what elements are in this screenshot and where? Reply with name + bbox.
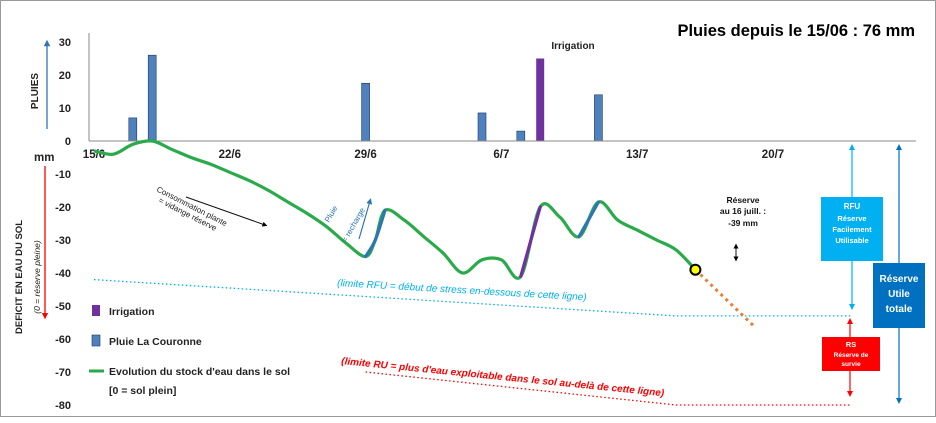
deficit-panel: -10 -20 -30 -40 -50 -60 -70 -80 15/6 22/6 29/6 6/7… xyxy=(14,139,925,412)
legend: Irrigation Pluie La Couronne Evolution d… xyxy=(89,305,290,397)
rain-tick-label: 0 xyxy=(65,136,71,148)
date-tick-label: 15/6 xyxy=(83,149,105,161)
total-box-line-1: Réserve xyxy=(880,274,919,285)
legend-stock-label: Evolution du stock d'eau dans le sol xyxy=(109,366,290,378)
deficit-y-ticks: -10 -20 -30 -40 -50 -60 -70 -80 xyxy=(55,169,71,412)
legend-stock-label-2: [0 = sol plein] xyxy=(109,385,176,397)
chart-title: Pluies depuis le 15/06 : 76 mm xyxy=(677,22,915,40)
rain-tick-label: 10 xyxy=(59,103,71,115)
rs-box-title: RS xyxy=(846,340,856,349)
reserve-label-2: au 16 juill. : xyxy=(720,206,766,216)
limit-lines xyxy=(93,278,851,406)
recharge-segment xyxy=(519,205,542,278)
recharge-segment xyxy=(364,208,387,259)
date-tick-label: 6/7 xyxy=(493,149,509,161)
soil-water-stock-line xyxy=(93,139,697,280)
total-box-line-2: Utile xyxy=(888,289,910,300)
deficit-tick-label: -60 xyxy=(55,334,71,346)
rfu-limit-label: (limite RFU = début de stress en-dessous… xyxy=(337,278,587,303)
reserve-label-1: Réserve xyxy=(726,195,759,205)
unit-label: mm xyxy=(34,152,54,164)
rain-bars xyxy=(128,54,603,142)
legend-irrigation-swatch xyxy=(92,305,100,316)
rain-y-ticks: 0 10 20 30 xyxy=(59,37,71,148)
irrigation-bar xyxy=(536,58,545,141)
consumption-arrow xyxy=(185,196,268,227)
deficit-y-sublabel: (0 = réserve pleine) xyxy=(32,240,42,314)
deficit-tick-label: -50 xyxy=(55,301,71,313)
total-box: Réserve Utile totale xyxy=(873,263,925,328)
date-tick-label: 20/7 xyxy=(762,149,784,161)
rain-bar xyxy=(594,94,603,142)
reserve-marker xyxy=(689,263,702,276)
date-tick-labels: 15/6 22/6 29/6 6/7 13/7 20/7 xyxy=(83,149,784,161)
rain-bar xyxy=(477,112,487,142)
deficit-tick-label: -10 xyxy=(55,169,71,181)
rain-tick-label: 30 xyxy=(59,37,71,49)
date-tick-label: 22/6 xyxy=(219,149,241,161)
forecast-path xyxy=(694,268,755,327)
rain-bar xyxy=(147,54,157,142)
rain-bar xyxy=(128,117,138,142)
recharge-segment xyxy=(577,200,600,239)
irrigation-bar-label: Irrigation xyxy=(551,41,594,52)
rfu-box: RFU Réserve Facilement Utilisable xyxy=(821,197,883,261)
reserve-label-3: -39 mm xyxy=(728,218,758,228)
legend-rain-label: Pluie La Couronne xyxy=(109,336,202,348)
date-tick-label: 29/6 xyxy=(354,149,376,161)
deficit-y-label: DEFICIT EN EAU DU SOL xyxy=(14,220,25,334)
recharge-label-1: Pluie xyxy=(323,204,340,224)
deficit-tick-label: -70 xyxy=(55,367,71,379)
ru-limit-line xyxy=(365,371,851,406)
legend-irrigation-label: Irrigation xyxy=(109,306,155,318)
rs-box: RS Réserve de survie xyxy=(822,337,880,371)
date-tick-label: 13/7 xyxy=(626,149,648,161)
rfu-box-line-1: Réserve xyxy=(837,214,866,223)
rs-box-line-2: survie xyxy=(841,361,861,368)
rain-tick-label: 20 xyxy=(59,70,71,82)
deficit-tick-label: -40 xyxy=(55,268,71,280)
rfu-box-title: RFU xyxy=(844,202,861,211)
deficit-tick-label: -80 xyxy=(55,400,71,412)
total-box-line-3: totale xyxy=(886,304,913,315)
forecast-line xyxy=(694,268,755,327)
rain-bar xyxy=(361,82,370,142)
deficit-tick-label: -30 xyxy=(55,235,71,247)
rain-bar xyxy=(516,130,526,142)
rain-y-label: PLUIES xyxy=(30,73,41,109)
rs-box-line-1: Réserve de xyxy=(834,352,869,359)
rfu-box-line-3: Utilisable xyxy=(835,236,868,245)
recharge-arrow xyxy=(358,198,373,240)
rfu-box-line-2: Facilement xyxy=(832,225,872,234)
rain-panel: 0 10 20 30 Irrigation PLUIES xyxy=(30,33,603,148)
deficit-tick-label: -20 xyxy=(55,202,71,214)
ru-limit-label: (limite RU = plus d'eau exploitable dans… xyxy=(341,356,666,399)
legend-rain-swatch xyxy=(91,334,101,347)
